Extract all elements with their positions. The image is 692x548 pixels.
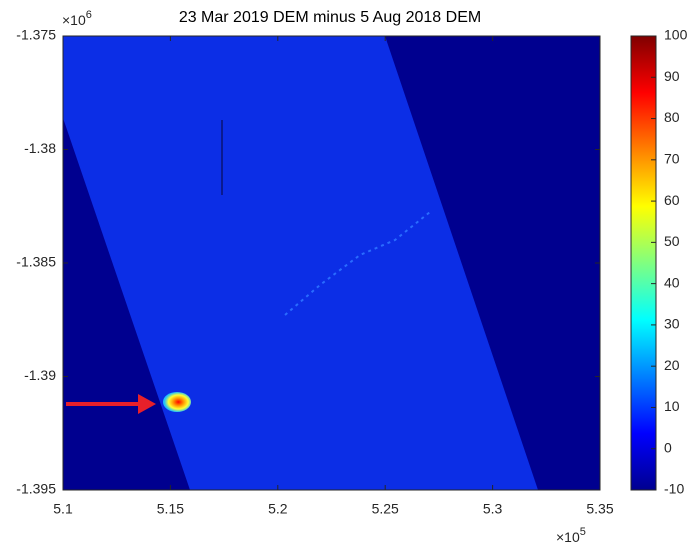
chart-title: 23 Mar 2019 DEM minus 5 Aug 2018 DEM [179,9,481,26]
x-tick-label: 5.15 [157,501,184,517]
x-tick-label: 5.35 [586,501,613,517]
y-exponent-power: 6 [86,9,92,21]
x-exponent: ×105 [556,526,586,545]
colorbar-tick-label: -10 [664,481,684,497]
colorbar-tick-label: 30 [664,316,680,332]
hotspot [163,392,191,412]
y-tick-label: -1.38 [24,140,56,156]
y-exponent-base: ×10 [62,12,86,28]
image [63,36,600,490]
colorbar-tick-label: 90 [664,68,680,84]
y-tick-label: -1.385 [16,254,56,270]
chart: 23 Mar 2019 DEM minus 5 Aug 2018 DEM ×10… [0,0,692,548]
x-tick-label: 5.3 [483,501,503,517]
y-tick-label: -1.39 [24,367,56,383]
colorbar-tick-label: 70 [664,151,680,167]
colorbar-tick-label: 50 [664,233,680,249]
y-exponent: ×106 [62,9,92,28]
y-tick-label: -1.395 [16,481,56,497]
colorbar-tick-label: 20 [664,357,680,373]
colorbar-tick-label: 60 [664,192,680,208]
colorbar-tick-label: 0 [664,439,672,455]
x-exponent-base: ×10 [556,529,580,545]
x-tick-label: 5.2 [268,501,288,517]
x-exponent-power: 5 [580,526,586,538]
colorbar-tick-label: 80 [664,109,680,125]
colorbar-tick-label: 40 [664,274,680,290]
x-tick-label: 5.25 [372,501,399,517]
page: {"chart_data": {"type": "image", "title"… [0,0,692,548]
colorbar-tick-label: 100 [664,27,688,43]
y-tick-label: -1.375 [16,27,56,43]
colorbar [631,36,656,490]
x-tick-label: 5.1 [53,501,73,517]
colorbar-tick-label: 10 [664,398,680,414]
